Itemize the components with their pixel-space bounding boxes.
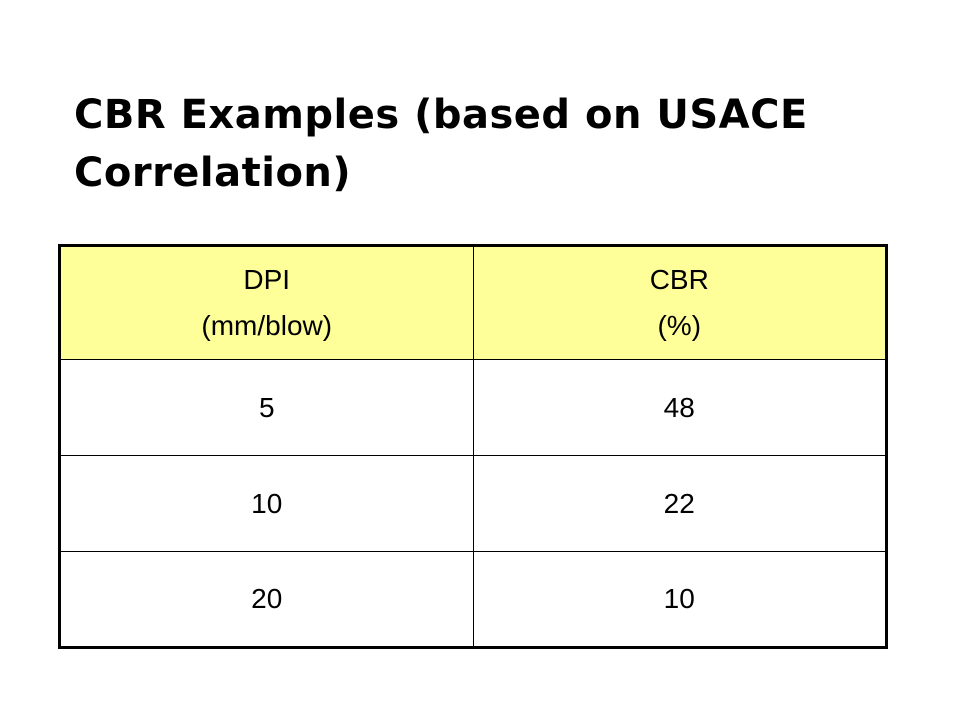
dpi-cell: 5 [59,359,474,456]
column-header-dpi: DPI (mm/blow) [59,245,474,360]
table-body: 5 48 10 22 20 10 [59,359,887,648]
cbr-cell: 22 [472,455,887,552]
column-header-dpi-unit: (mm/blow) [201,310,333,341]
column-header-cbr-name: CBR [649,264,709,295]
table-header: DPI (mm/blow) CBR (%) [59,245,887,360]
header-row: DPI (mm/blow) CBR (%) [59,245,887,360]
cbr-table: DPI (mm/blow) CBR (%) 5 48 10 22 20 10 [58,244,888,649]
column-header-cbr: CBR (%) [472,245,887,360]
cbr-cell: 10 [472,551,887,648]
dpi-cell: 20 [59,551,474,648]
table-row: 10 22 [59,455,887,552]
column-header-dpi-name: DPI [243,264,291,295]
dpi-cell: 10 [59,455,474,552]
column-header-cbr-unit: (%) [657,310,702,341]
slide-title: CBR Examples (based on USACE Correlation… [74,92,808,196]
table-row: 20 10 [59,551,887,648]
table-row: 5 48 [59,359,887,456]
cbr-cell: 48 [472,359,887,456]
